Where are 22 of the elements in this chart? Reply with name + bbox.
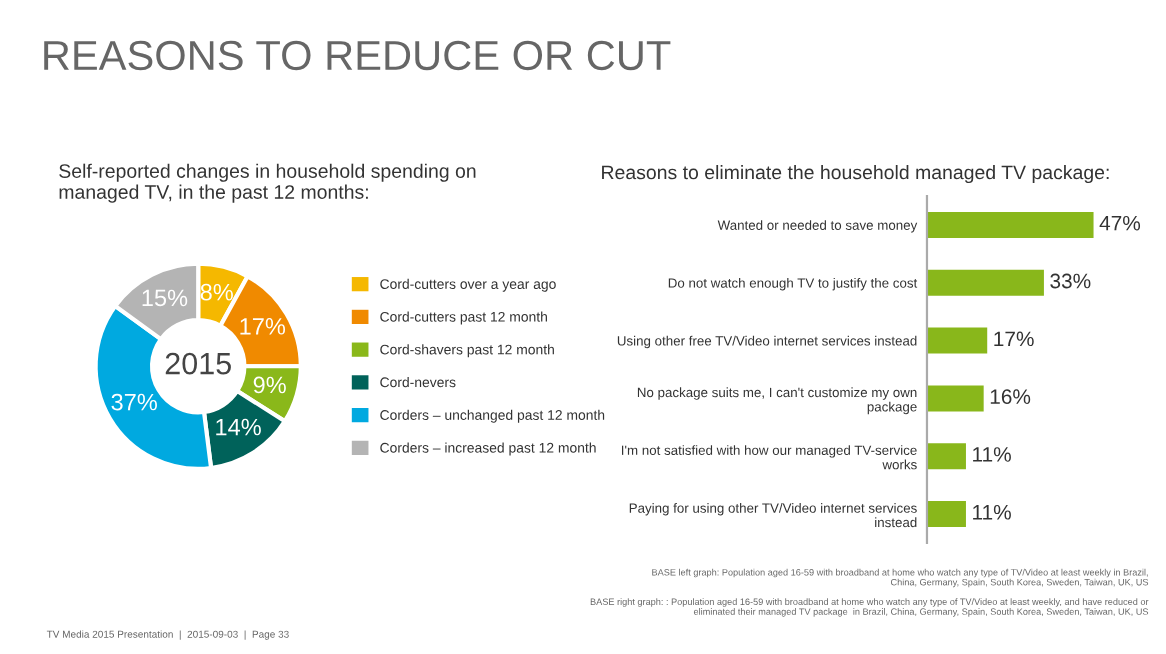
chart-title: REASONS TO REDUCE OR CUT	[44, 40, 671, 71]
data-label: 17%	[994, 331, 1034, 347]
data-label: 11%	[973, 447, 1011, 462]
data-label: 37%	[111, 393, 157, 411]
data-label: 8%	[200, 283, 233, 301]
data-label: 33%	[1050, 273, 1091, 289]
bar	[926, 269, 1044, 296]
chart-subtitle: Self-reported changes in household spending on managed TV, in the past 12 months:	[59, 163, 476, 203]
text: 2015	[165, 352, 231, 375]
data-label: 15%	[142, 289, 188, 307]
data-label: 14%	[216, 418, 261, 436]
data-label: 47%	[1099, 215, 1141, 231]
bar	[926, 385, 984, 412]
bar	[926, 327, 988, 354]
data-label: 17%	[240, 318, 286, 335]
chart-title: Reasons to eliminate the household managed TV package:	[602, 164, 1109, 184]
bar	[926, 443, 966, 470]
data-label: 16%	[990, 389, 1031, 405]
bar	[926, 501, 966, 528]
bar	[926, 211, 1094, 238]
data-label: 9%	[253, 376, 286, 394]
data-label: 11%	[973, 504, 1011, 520]
